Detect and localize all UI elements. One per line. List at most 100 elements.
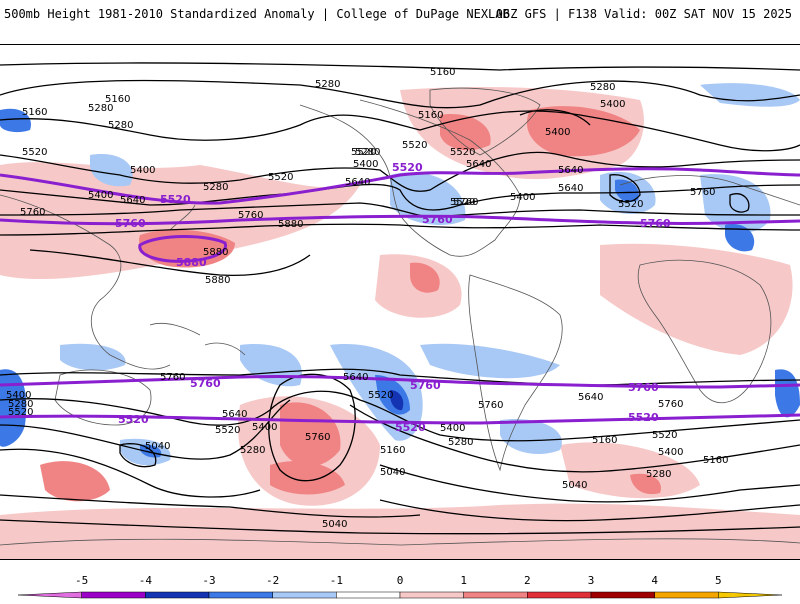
- colorbar-tick-label: 4: [651, 574, 658, 587]
- contour-label: 5520: [450, 147, 475, 158]
- contour-label: 5760: [453, 197, 478, 208]
- colorbar-segment: [145, 591, 210, 599]
- colorbar-segment: [463, 591, 528, 599]
- colorbar-segment: [527, 591, 592, 599]
- negative-anomaly-region: [500, 419, 562, 455]
- negative-anomaly-region: [390, 172, 466, 225]
- contour-line: [0, 183, 800, 211]
- contour-line: [29, 249, 311, 276]
- contour-line: [0, 62, 800, 71]
- indonesia-coast: [149, 322, 246, 356]
- positive-anomaly-region: [0, 162, 360, 280]
- negative-anomaly-region: [60, 343, 126, 371]
- jet-contour-5520-north: [0, 167, 800, 205]
- contour-label: 5280: [240, 445, 265, 456]
- contour-label: 5280: [590, 82, 615, 93]
- contour-label: 5760: [478, 400, 503, 411]
- contour-label: 5160: [105, 94, 130, 105]
- colorbar-segment: [17, 591, 82, 599]
- contour-label: 5400: [88, 190, 113, 201]
- jet-label: 5760: [628, 381, 659, 394]
- contour-label: 5280: [108, 120, 133, 131]
- contour-label: 5640: [345, 177, 370, 188]
- colorbar-tick-label: -3: [202, 574, 215, 587]
- positive-anomaly-region: [270, 461, 345, 495]
- contour-line: [0, 448, 261, 498]
- negative-anomaly-region: [775, 369, 800, 418]
- contour-label: 5400: [130, 165, 155, 176]
- jet-label: 5760: [640, 217, 671, 230]
- contour-label: 5520: [652, 430, 677, 441]
- jet-contour-5760-north: [0, 214, 800, 226]
- colorbar-tick-label: 0: [397, 574, 404, 587]
- negative-anomaly-region: [0, 108, 31, 133]
- contour-line: [379, 464, 800, 503]
- contour-line: [349, 404, 800, 473]
- contour-label: 5280: [8, 399, 33, 410]
- contour-label: 5520: [368, 390, 393, 401]
- contour-label: 5640: [222, 409, 247, 420]
- positive-anomaly-region: [410, 262, 440, 293]
- anomaly-map[interactable]: 5160 5280 5160 5280 5280 5160 5280 5400 …: [0, 45, 800, 559]
- contour-label: 5160: [703, 455, 728, 466]
- contour-label: 5520: [268, 172, 293, 183]
- north-america-coast: [299, 99, 521, 257]
- colorbar-tick-label: -4: [139, 574, 153, 587]
- contour-label: 5280: [88, 103, 113, 114]
- positive-anomaly-region: [280, 402, 341, 467]
- contour-label: 5640: [558, 165, 583, 176]
- anomaly-shading: [0, 83, 800, 559]
- contour-line: [729, 193, 750, 213]
- antarctica-coast: [0, 538, 800, 546]
- negative-anomaly-region: [240, 344, 302, 387]
- negative-anomaly-region: [140, 444, 162, 458]
- contour-label: 5760: [160, 372, 185, 383]
- contour-label: 5400: [658, 447, 683, 458]
- contour-label: 5640: [466, 159, 491, 170]
- negative-anomaly-region: [390, 390, 404, 411]
- contour-line: [0, 202, 800, 218]
- contour-label: 5400: [6, 390, 31, 401]
- colorbar-tick-label: 2: [524, 574, 531, 587]
- contour-line: [519, 109, 591, 126]
- colorbar-segment: [336, 591, 401, 599]
- colorbar-segments: [17, 591, 783, 599]
- positive-anomaly-region: [440, 114, 491, 151]
- contour-label: 5400: [252, 422, 277, 433]
- negative-anomaly-region: [700, 174, 771, 233]
- coastlines: [0, 87, 800, 546]
- colorbar-segment: [208, 591, 273, 599]
- contour-line: [0, 223, 800, 236]
- contour-label: 5520: [402, 140, 427, 151]
- negative-anomaly-region: [700, 83, 800, 107]
- contour-line: [0, 519, 800, 535]
- contour-label: 5400: [440, 423, 465, 434]
- contour-label: 5760: [690, 187, 715, 198]
- contour-label: 5160: [430, 67, 455, 78]
- contour-line: [119, 443, 157, 468]
- contour-label: 5520: [618, 199, 643, 210]
- colorbar-segment: [718, 591, 783, 599]
- contour-label: 5160: [380, 445, 405, 456]
- contour-label: 5040: [322, 519, 347, 530]
- contour-label: 5880: [203, 247, 228, 258]
- colorbar-tick-label: 3: [588, 574, 595, 587]
- contour-label: 5520: [22, 147, 47, 158]
- map-panel[interactable]: 5160 5280 5160 5280 5280 5160 5280 5400 …: [0, 44, 800, 560]
- colorbar-tick-label: 1: [460, 574, 467, 587]
- colorbar-segment: [399, 591, 464, 599]
- header: 500mb Height 1981-2010 Standardized Anom…: [0, 0, 800, 30]
- jet-label: 5760: [115, 217, 146, 230]
- contour-label: 5040: [380, 467, 405, 478]
- jet-label: 5520: [160, 193, 191, 206]
- negative-anomaly-region: [725, 224, 755, 252]
- colorbar-segment: [81, 591, 146, 599]
- jet-contour-5760-south: [0, 375, 800, 389]
- contour-line: [0, 151, 800, 192]
- contour-label: 5880: [278, 219, 303, 230]
- contour-label: 5280: [448, 437, 473, 448]
- jet-labels: 5520 5520 5760 5760 5760 5880 5760 5760 …: [115, 161, 671, 434]
- map-title: 500mb Height 1981-2010 Standardized Anom…: [4, 7, 510, 21]
- contour-label: 5280: [315, 79, 340, 90]
- positive-anomaly-region: [630, 473, 661, 495]
